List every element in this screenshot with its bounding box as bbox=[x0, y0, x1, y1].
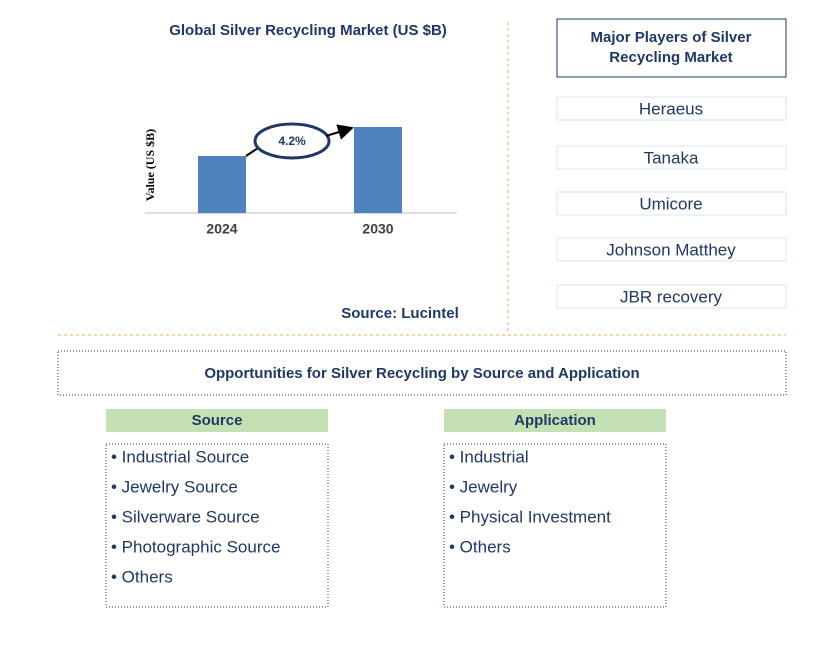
list-header: Source bbox=[192, 412, 243, 429]
player-box bbox=[556, 284, 787, 309]
list-item: • Physical Investment bbox=[449, 507, 611, 526]
opportunities-box bbox=[57, 350, 787, 396]
player-box bbox=[556, 237, 787, 262]
list-box bbox=[443, 443, 667, 608]
arrow bbox=[325, 124, 354, 140]
list-item: • Industrial Source bbox=[111, 447, 249, 466]
source-note: Source: Lucintel bbox=[341, 305, 459, 322]
player-name: Tanaka bbox=[644, 148, 699, 167]
arrow bbox=[245, 147, 259, 157]
list-item: • Industrial bbox=[449, 447, 529, 466]
list-item: • Jewelry Source bbox=[111, 477, 238, 496]
bar bbox=[198, 156, 246, 213]
player-name: Heraeus bbox=[639, 99, 703, 118]
list-item: • Photographic Source bbox=[111, 537, 280, 556]
cagr-label: 4.2% bbox=[278, 134, 306, 148]
player-box bbox=[556, 145, 787, 170]
x-tick-label: 2024 bbox=[206, 221, 237, 237]
player-name: Johnson Matthey bbox=[606, 240, 736, 259]
player-name: JBR recovery bbox=[620, 287, 723, 306]
opportunities-title: Opportunities for Silver Recycling by So… bbox=[204, 365, 639, 382]
player-box bbox=[556, 96, 787, 121]
list-item: • Silverware Source bbox=[111, 507, 260, 526]
list-box bbox=[105, 443, 329, 608]
list-item: • Jewelry bbox=[449, 477, 518, 496]
list-item: • Others bbox=[111, 567, 173, 586]
chart-title: Global Silver Recycling Market (US $B) bbox=[169, 22, 447, 39]
bar bbox=[354, 127, 402, 213]
list-header-box bbox=[106, 409, 328, 432]
list-header-box bbox=[444, 409, 666, 432]
players-title-box bbox=[556, 18, 787, 78]
list-header: Application bbox=[514, 412, 596, 429]
cagr-ellipse bbox=[253, 122, 331, 160]
x-tick-label: 2030 bbox=[362, 221, 393, 237]
players-title: Recycling Market bbox=[609, 49, 732, 66]
list-item: • Others bbox=[449, 537, 511, 556]
players-title: Major Players of Silver bbox=[591, 29, 752, 46]
player-box bbox=[556, 191, 787, 216]
y-axis-label: Value (US $B) bbox=[143, 129, 157, 201]
player-name: Umicore bbox=[639, 194, 702, 213]
